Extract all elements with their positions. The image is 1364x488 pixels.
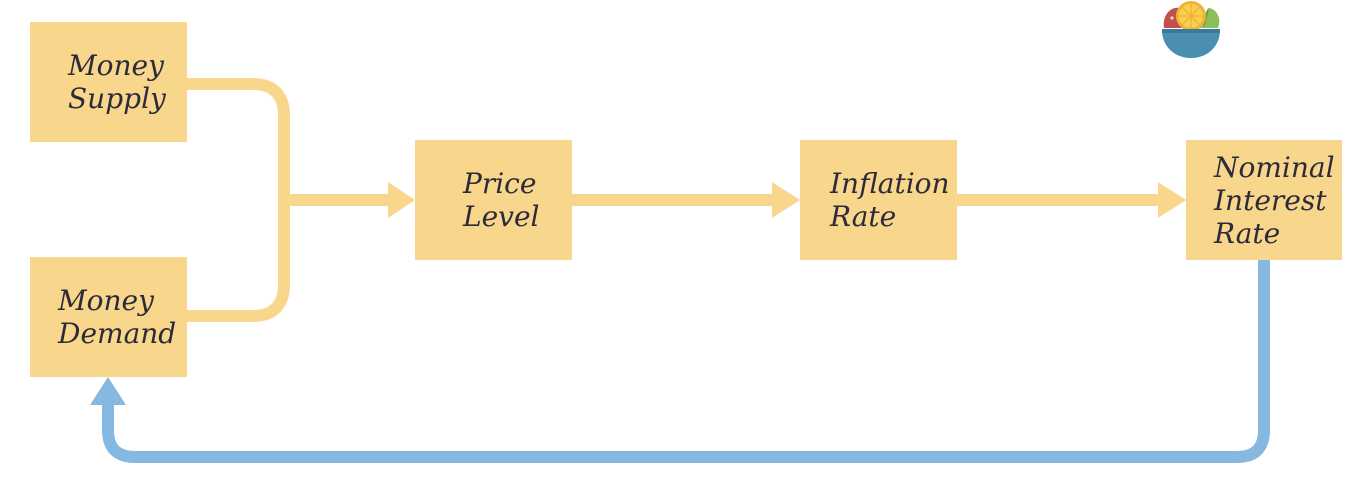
node-label-line: Demand (58, 317, 177, 350)
node-label-line: Rate (1214, 216, 1281, 250)
node-nominal-interest-rate: Nominal Interest Rate (1186, 140, 1342, 260)
node-inflation-rate: Inflation Rate (800, 140, 957, 260)
connector-money-demand (187, 208, 290, 322)
node-money-demand: Money Demand (30, 257, 187, 377)
node-label-line: Money (58, 284, 154, 317)
node-label-line: Price (463, 167, 537, 200)
node-label-line: Rate (830, 200, 897, 233)
node-money-supply: Money Supply (30, 22, 187, 142)
node-price-level: Price Level (415, 140, 572, 260)
node-label-line: Supply (68, 82, 166, 115)
arrow-price-to-inflation-head (772, 182, 800, 218)
node-label-line: Inflation (830, 167, 950, 200)
node-label-line: Money (68, 49, 164, 82)
arrow-inflation-to-interest-head (1158, 182, 1186, 218)
feedback-arrow-shaft (102, 260, 1270, 463)
node-label-line: Level (463, 200, 540, 233)
arrow-to-price-level-head (388, 182, 415, 218)
node-label-line: Nominal (1214, 150, 1335, 184)
fruit-bowl-icon (1162, 1, 1220, 58)
feedback-arrow-head (90, 377, 126, 405)
connector-money-supply (187, 78, 290, 208)
node-label-line: Interest (1214, 183, 1327, 217)
